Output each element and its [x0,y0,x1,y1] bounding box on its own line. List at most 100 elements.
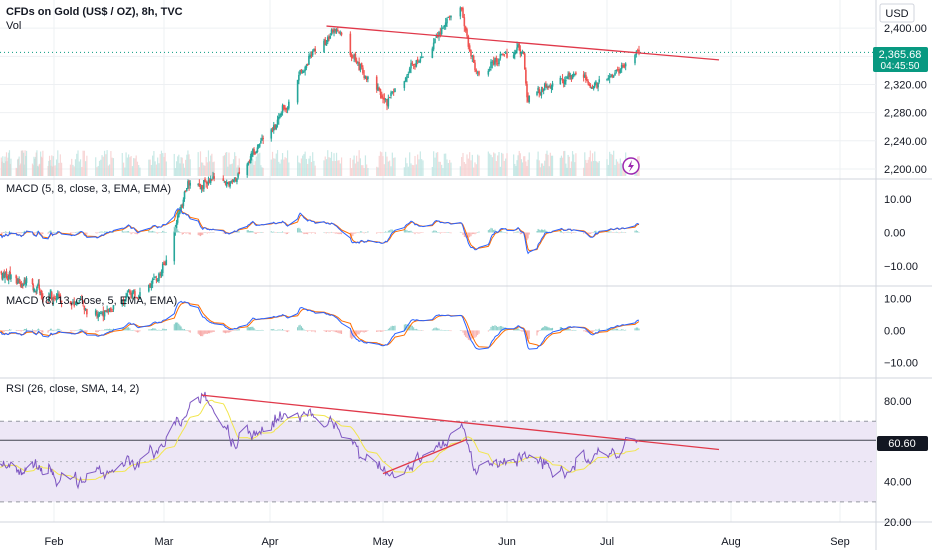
candle[interactable] [31,278,34,284]
candle[interactable] [585,74,587,81]
candle[interactable] [392,91,395,93]
candle[interactable] [463,17,466,27]
candle[interactable] [175,223,178,229]
candle[interactable] [262,138,264,140]
candle[interactable] [590,87,593,89]
macd2-legend[interactable]: MACD (8, 13, close, 5, EMA, EMA) [6,295,177,307]
candle[interactable] [474,62,476,71]
candle[interactable] [522,52,525,55]
candle[interactable] [446,18,448,24]
candle[interactable] [230,181,233,183]
candle[interactable] [595,81,597,83]
candle[interactable] [419,58,422,62]
candle[interactable] [334,28,337,32]
candle[interactable] [38,284,40,289]
candle[interactable] [261,138,263,141]
candle[interactable] [612,75,615,78]
candlestick-series[interactable] [0,6,640,322]
candle[interactable] [504,52,507,54]
candle[interactable] [173,231,176,262]
candle[interactable] [525,69,527,84]
candle[interactable] [415,60,418,67]
candle[interactable] [132,290,135,293]
candle[interactable] [275,124,278,130]
candle[interactable] [478,71,480,75]
candle[interactable] [204,178,206,181]
candle[interactable] [110,308,112,311]
candle[interactable] [103,310,106,317]
candle[interactable] [328,36,330,40]
candle[interactable] [492,60,495,65]
candle[interactable] [72,302,74,304]
candle[interactable] [543,83,546,91]
candle[interactable] [270,129,273,139]
candle[interactable] [460,7,463,10]
candle[interactable] [470,50,472,57]
candle[interactable] [329,36,332,39]
candle[interactable] [559,77,562,85]
candle[interactable] [187,181,189,189]
macd1-legend[interactable]: MACD (5, 8, close, 3, EMA, EMA) [6,183,171,195]
candle[interactable] [296,79,299,103]
candle[interactable] [308,55,310,65]
candle[interactable] [499,54,502,59]
candle[interactable] [440,28,443,34]
price-trendline[interactable] [326,25,720,61]
candle[interactable] [367,76,369,79]
candle[interactable] [122,300,125,304]
candle[interactable] [331,29,334,32]
candle[interactable] [10,274,12,280]
candle[interactable] [106,310,108,312]
candle[interactable] [563,79,566,85]
candle[interactable] [277,116,280,120]
candle[interactable] [386,99,388,106]
candle[interactable] [81,298,83,300]
candle[interactable] [324,39,327,46]
candle[interactable] [464,26,467,31]
candle[interactable] [520,52,523,55]
candle[interactable] [304,67,306,71]
candle[interactable] [125,296,127,300]
candle[interactable] [382,97,384,99]
candle[interactable] [500,54,503,56]
candle[interactable] [592,86,595,89]
currency-button[interactable]: USD [879,3,915,23]
candle[interactable] [137,296,140,298]
candle[interactable] [25,281,27,285]
candle[interactable] [252,148,254,155]
candle[interactable] [237,173,239,178]
candle[interactable] [199,184,202,190]
candle[interactable] [434,38,436,44]
candle[interactable] [407,73,410,75]
candle[interactable] [205,181,207,183]
candle[interactable] [163,262,165,265]
candle[interactable] [6,276,9,280]
candle[interactable] [232,179,235,182]
candle[interactable] [274,124,276,129]
rsi-legend[interactable]: RSI (26, close, SMA, 14, 2) [6,383,139,395]
candle[interactable] [160,272,163,276]
candle[interactable] [98,312,101,316]
candle[interactable] [225,181,228,187]
candle[interactable] [472,55,475,63]
candle[interactable] [286,108,289,110]
candle[interactable] [545,84,547,88]
candle[interactable] [503,54,506,56]
candle[interactable] [513,52,516,55]
candle[interactable] [614,72,616,76]
candle[interactable] [258,144,261,147]
candle[interactable] [575,72,577,75]
candle[interactable] [306,63,309,66]
candle[interactable] [272,125,275,131]
candle[interactable] [607,77,610,80]
candle[interactable] [611,74,614,77]
candle[interactable] [404,77,407,82]
candle[interactable] [358,62,360,71]
candle[interactable] [284,107,286,109]
candle[interactable] [124,299,126,305]
candle[interactable] [36,286,38,292]
candle[interactable] [213,176,215,179]
candle[interactable] [39,289,41,294]
candle[interactable] [528,96,531,102]
candle[interactable] [418,61,420,63]
